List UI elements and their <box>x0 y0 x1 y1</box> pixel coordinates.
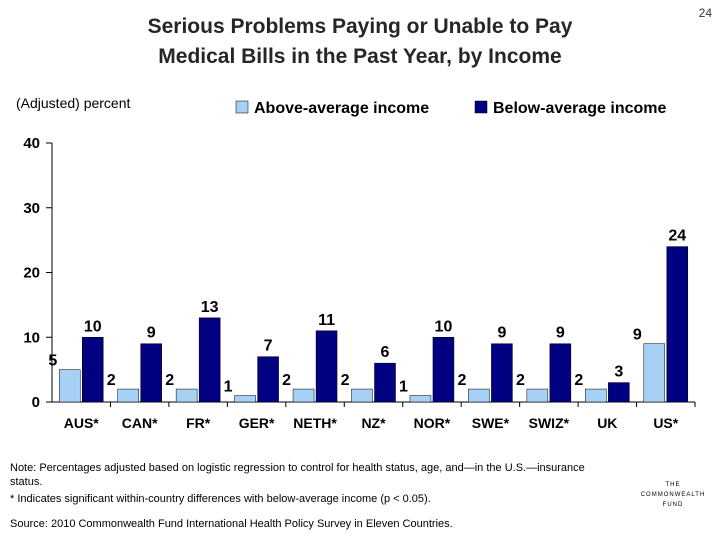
data-label: 9 <box>556 325 565 342</box>
bar-above-average <box>585 388 607 403</box>
data-label: 11 <box>318 312 335 329</box>
source-note: Source: 2010 Commonwealth Fund Internati… <box>10 518 453 530</box>
data-label: 10 <box>435 318 453 335</box>
data-label: 6 <box>381 344 390 361</box>
significance-note: * Indicates significant within-country d… <box>10 493 431 505</box>
bar-below-average <box>81 337 104 403</box>
legend-swatch-below <box>474 100 488 114</box>
data-label: 9 <box>633 327 642 344</box>
x-tick-label: NETH* <box>293 415 337 431</box>
logo-line-3: FUND <box>662 502 684 508</box>
bar-above-average <box>58 369 81 403</box>
legend-swatch-above <box>235 100 249 114</box>
x-tick-label: NOR* <box>414 415 451 431</box>
chart-title-line-1: Serious Problems Paying or Unable to Pay <box>147 15 573 38</box>
x-tick-label: NZ* <box>361 415 386 431</box>
bar-above-average <box>234 395 256 403</box>
bar-below-average <box>491 343 513 403</box>
data-label: 24 <box>668 228 686 245</box>
legend-label-above: Above-average income <box>254 100 429 117</box>
bar-above-average <box>292 388 315 403</box>
data-label: 2 <box>458 372 467 389</box>
bar-below-average <box>315 330 338 403</box>
bar-chart: 010203040510AUS*29CAN*213FR*17GER*211NET… <box>23 100 696 431</box>
bar-above-average <box>468 388 490 403</box>
data-label: 2 <box>107 372 116 389</box>
data-label: 5 <box>48 353 57 370</box>
data-label: 2 <box>574 372 583 389</box>
bar-above-average <box>643 343 666 403</box>
data-label: 13 <box>201 299 219 316</box>
bar-above-average <box>351 388 373 403</box>
bar-above-average <box>175 388 198 403</box>
x-tick-label: FR* <box>186 415 211 431</box>
logo-line-1: THE <box>665 482 681 488</box>
x-tick-label: SWIZ* <box>529 415 570 431</box>
bar-below-average <box>257 356 279 403</box>
data-label: 10 <box>84 318 102 335</box>
data-label: 1 <box>224 379 233 396</box>
bar-above-average <box>117 388 139 403</box>
data-label: 2 <box>516 372 525 389</box>
y-axis-label: (Adjusted) percent <box>16 95 131 111</box>
bar-below-average <box>140 343 162 403</box>
bar-below-average <box>666 246 689 403</box>
data-label: 2 <box>282 372 291 389</box>
y-tick-label: 10 <box>23 329 40 346</box>
data-label: 2 <box>341 372 350 389</box>
x-tick-label: UK <box>597 415 617 431</box>
bar-above-average <box>409 395 432 403</box>
x-tick-label: AUS* <box>64 415 100 431</box>
data-label: 1 <box>399 379 408 396</box>
logo-line-2: COMMONWEALTH <box>640 492 706 498</box>
bar-below-average <box>198 317 221 403</box>
note-text: Note: Percentages adjusted based on logi… <box>10 462 585 488</box>
chart-title-line-2: Medical Bills in the Past Year, by Incom… <box>158 45 562 68</box>
bar-below-average <box>432 337 455 403</box>
bar-below-average <box>608 382 630 403</box>
x-tick-label: US* <box>653 415 678 431</box>
chart-title: Serious Problems Paying or Unable to Pay… <box>60 12 660 72</box>
data-label: 3 <box>614 364 623 381</box>
y-tick-label: 0 <box>32 394 40 411</box>
data-label: 7 <box>264 338 273 355</box>
y-tick-label: 20 <box>23 265 40 282</box>
data-label: 9 <box>497 325 506 342</box>
data-label: 2 <box>165 372 174 389</box>
legend-label-below: Below-average income <box>493 100 667 117</box>
data-label: 9 <box>147 325 156 342</box>
x-tick-label: CAN* <box>122 415 158 431</box>
y-tick-label: 40 <box>23 135 40 152</box>
bar-below-average <box>374 362 396 403</box>
x-tick-label: GER* <box>239 415 275 431</box>
bar-below-average <box>549 343 572 403</box>
commonwealth-fund-logo: THE COMMONWEALTH FUND <box>640 480 706 510</box>
y-tick-label: 30 <box>23 200 40 217</box>
x-tick-label: SWE* <box>472 415 510 431</box>
bar-above-average <box>526 388 549 403</box>
page-number: 24 <box>698 6 712 20</box>
